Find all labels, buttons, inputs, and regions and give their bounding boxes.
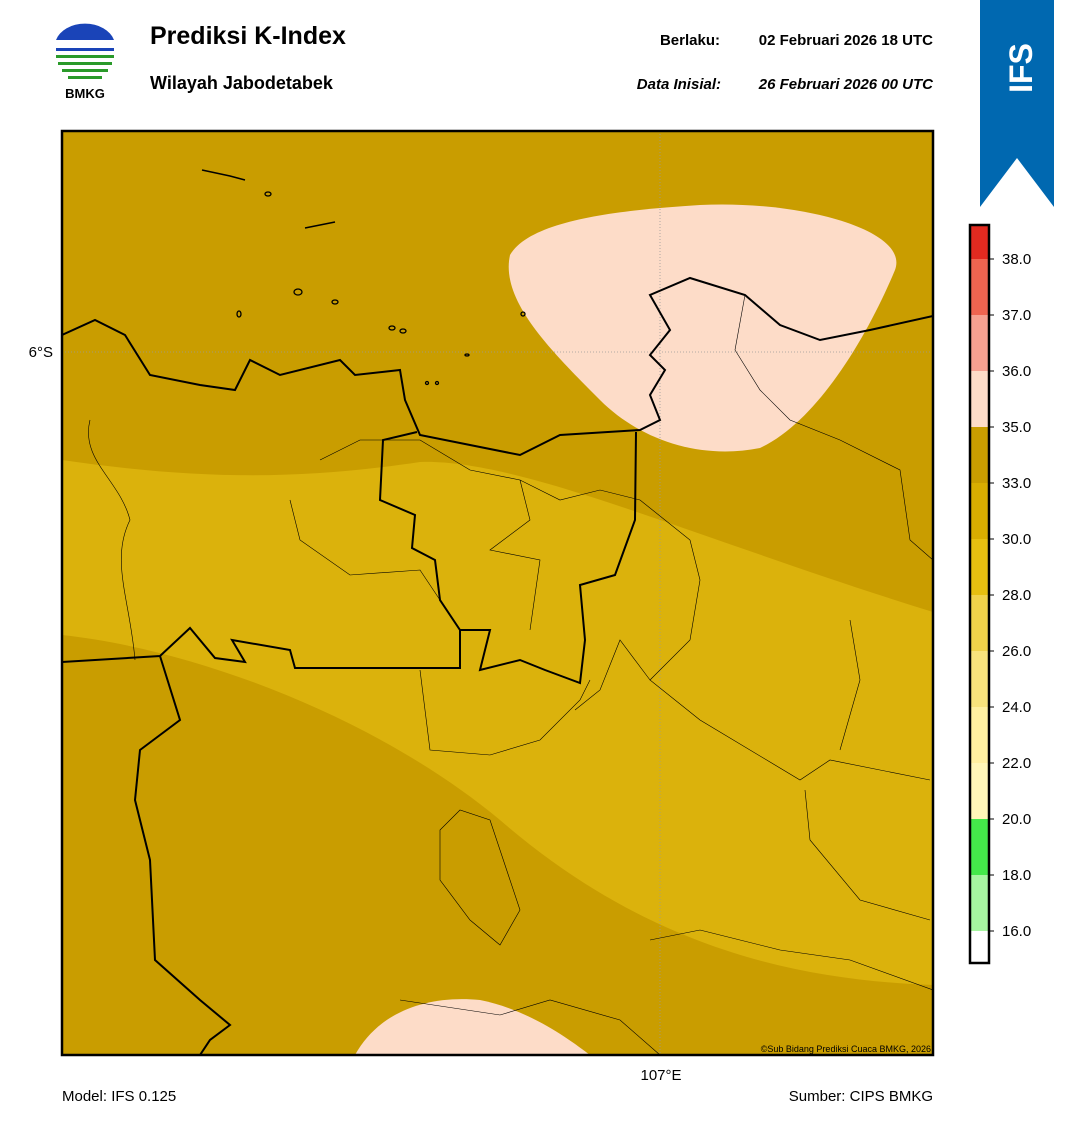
- colorbar-label: 30.0: [1002, 531, 1031, 548]
- colorbar-band: [970, 763, 989, 819]
- colorbar-label: 18.0: [1002, 867, 1031, 884]
- colorbar-band: [970, 427, 989, 483]
- badge: [980, 0, 1054, 207]
- colorbar-label: 35.0: [1002, 419, 1031, 436]
- colorbar-band: [970, 875, 989, 931]
- colorbar-band: [970, 259, 989, 315]
- colorbar-label: 33.0: [1002, 475, 1031, 492]
- lat-label: 6°S: [29, 344, 53, 361]
- colorbar-label: 28.0: [1002, 587, 1031, 604]
- colorbar-band: [970, 707, 989, 763]
- colorbar-label: 36.0: [1002, 363, 1031, 380]
- colorbar-band: [970, 315, 989, 371]
- colorbar-band: [970, 483, 989, 539]
- badge-text: IFS: [1003, 43, 1039, 93]
- colorbar-band: [970, 371, 989, 427]
- colorbar-band: [970, 819, 989, 875]
- model: Model: IFS 0.125: [62, 1088, 176, 1105]
- colorbar-label: 24.0: [1002, 699, 1031, 716]
- init-label: Data Inisial:: [637, 76, 721, 93]
- colorbar-label: 26.0: [1002, 643, 1031, 660]
- colorbar-band: [970, 539, 989, 595]
- valid-label: Berlaku:: [660, 32, 720, 49]
- init-time: 26 Februari 2026 00 UTC: [758, 76, 934, 93]
- colorbar-label: 20.0: [1002, 811, 1031, 828]
- colorbar-label: 37.0: [1002, 307, 1031, 324]
- credit: ©Sub Bidang Prediksi Cuaca BMKG, 2026: [761, 1044, 931, 1054]
- lon-label: 107°E: [640, 1067, 681, 1084]
- colorbar-band: [970, 225, 989, 259]
- colorbar-band: [970, 651, 989, 707]
- logo-text: BMKG: [65, 86, 105, 101]
- colorbar-band: [970, 595, 989, 651]
- source: Sumber: CIPS BMKG: [789, 1088, 933, 1105]
- colorbar-label: 38.0: [1002, 251, 1031, 268]
- colorbar-label: 22.0: [1002, 755, 1031, 772]
- logo: BMKG: [56, 23, 114, 101]
- map: ©Sub Bidang Prediksi Cuaca BMKG, 2026: [62, 131, 933, 1055]
- valid-time: 02 Februari 2026 18 UTC: [759, 32, 933, 49]
- colorbar-frame: [968, 223, 991, 965]
- subtitle: Wilayah Jabodetabek: [150, 73, 334, 93]
- map-frame: [60, 129, 935, 1057]
- colorbar: 16.0 18.0 20.0 22.0 24.0 26.0 28.0 30.0 33.0 35.0…: [968, 223, 1031, 965]
- colorbar-band: [970, 931, 989, 963]
- title: Prediksi K-Index: [150, 22, 346, 50]
- colorbar-label: 16.0: [1002, 923, 1031, 940]
